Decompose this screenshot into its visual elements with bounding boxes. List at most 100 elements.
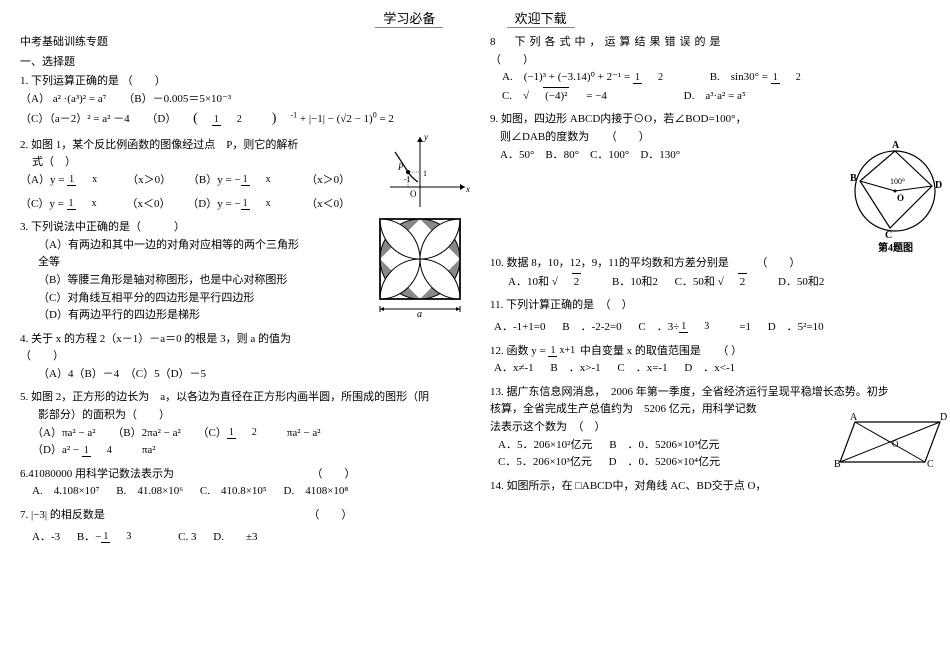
q13-opt-b: B ．0．5206×10³亿元 [609, 439, 719, 451]
question-9: 9. 如图，四边形 ABCD内接于⊙O，若∠BOD=100°， 则∠DAB的度数… [490, 111, 930, 164]
svg-text:x: x [465, 184, 470, 194]
q5-opt-b: （B）2πa² − a² [112, 427, 180, 439]
question-2: 2. 如图 1，某个反比例函数的图像经过点 P，则它的解析 式（ ） （A）y … [20, 137, 460, 213]
svg-text:C: C [885, 230, 892, 241]
q11-opt-b: B ．-2-2=0 [562, 321, 621, 333]
question-7: 7. |−3| 的相反数是 （ ） A．-3 B．−13 C. 3 D. ±3 [20, 507, 460, 546]
svg-text:B: B [834, 459, 841, 470]
right-column: 8 下列各式中，运算结果错误的是 （ ） A. (−1)³ + (−3.14)⁰… [490, 34, 930, 552]
q11-opt-a: A．-1+1=0 [494, 321, 546, 333]
q10-opt-c: C．50和 2 [675, 276, 762, 288]
q1-opt-d-pre: （D） [146, 113, 176, 125]
svg-text:A: A [850, 412, 858, 423]
svg-text:O: O [410, 189, 417, 199]
q7-opt-b: B．−13 [77, 531, 162, 543]
q13-opt-d: D ．0．5206×10⁴亿元 [609, 456, 720, 468]
q11-stem: 11. 下列计算正确的是 （ ） [490, 297, 930, 315]
q1-opt-b: （B）－0.005＝5×10⁻³ [123, 93, 231, 105]
header-left: 学习必备 [375, 8, 443, 28]
q6-opt-b: B. 41.08×10⁶ [116, 485, 183, 497]
svg-text:D: D [935, 180, 942, 191]
svg-text:D: D [940, 412, 947, 423]
svg-text:P: P [397, 162, 404, 172]
question-13: 13. 据广东信息网消息， 2006 年第一季度，全省经济运行呈现平稳增长态势。… [490, 384, 930, 472]
section-1-title: 一、选择题 [20, 54, 460, 72]
q12-opt-d: D ．x<-1 [684, 362, 735, 374]
q7-stem: 7. |−3| 的相反数是 （ ） [20, 507, 460, 525]
q14-stem: 14. 如图所示，在 □ABCD中，对角线 AC、BD交于点 O， [490, 478, 930, 496]
q11-opt-c: C ．3÷13=1 [638, 321, 751, 333]
q3-figure: a [370, 214, 470, 324]
svg-text:1: 1 [423, 169, 427, 178]
q13-figure: A D B C O [830, 412, 950, 472]
q8-opt-a: A. (−1)³ + (−3.14)⁰ + 2⁻¹ = 12 [502, 71, 693, 83]
question-5: 5. 如图 2，正方形的边长为 a，以各边为直径在正方形内画半圆，所围成的图形（… [20, 389, 460, 459]
q13-opt-c: C．5．206×10³亿元 [498, 456, 592, 468]
q5-opt-a: （A）πa² − a² [32, 427, 96, 439]
question-3: 3. 下列说法中正确的是（ ） （A）有两边和其中一边的对角对应相等的两个三角形… [20, 219, 460, 325]
q7-opt-d: D. ±3 [213, 531, 257, 543]
q6-opt-c: C. 410.8×10⁵ [200, 485, 267, 497]
q1-stem: 1. 下列运算正确的是 （ ） [20, 73, 460, 91]
q5-stem: 5. 如图 2，正方形的边长为 a，以各边为直径在正方形内画半圆，所围成的图形（… [20, 389, 460, 407]
q2-opt-c: （C）y = 1x（x＜0） [20, 198, 171, 210]
q4-stem: 4. 关于 x 的方程 2（x－1）－a＝0 的根是 3，则 a 的值为 [20, 331, 460, 349]
q10-opt-b: B．10和2 [612, 276, 658, 288]
svg-text:-1: -1 [404, 175, 411, 184]
question-8: 8 下列各式中，运算结果错误的是 （ ） A. (−1)³ + (−3.14)⁰… [490, 34, 930, 105]
svg-text:O: O [892, 439, 899, 449]
svg-text:第4题图: 第4题图 [878, 241, 913, 254]
q12-opt-c: C ．x=-1 [617, 362, 667, 374]
question-11: 11. 下列计算正确的是 （ ） A．-1+1=0 B ．-2-2=0 C ．3… [490, 297, 930, 336]
q6-stem: 6.41080000 用科学记数法表示为 （ ） [20, 466, 460, 484]
svg-text:a: a [417, 309, 422, 320]
q8-stem2: （ ） [490, 52, 930, 70]
q4-stem2: （ ） [20, 348, 460, 366]
svg-text:B: B [850, 173, 857, 184]
q12-opt-b: B ．x>-1 [550, 362, 600, 374]
q9-figure: A B C D O 100° 第4题图 [840, 136, 950, 256]
q10-opt-d: D．50和2 [778, 276, 824, 288]
svg-text:A: A [892, 140, 900, 151]
question-14: 14. 如图所示，在 □ABCD中，对角线 AC、BD交于点 O， [490, 478, 930, 496]
page-header: 学习必备 欢迎下载 [20, 8, 930, 28]
svg-text:y: y [423, 132, 428, 142]
svg-text:100°: 100° [890, 177, 905, 186]
question-10: 10. 数据 8，10，12，9，11的平均数和方差分别是 （ ） A．10和 … [490, 255, 930, 291]
q8-opt-b: B. sin30° = 12 [710, 71, 831, 83]
left-column: 中考基础训练专题 一、选择题 1. 下列运算正确的是 （ ） （A） a² ·(… [20, 34, 460, 552]
q13-stem: 13. 据广东信息网消息， 2006 年第一季度，全省经济运行呈现平稳增长态势。… [490, 384, 930, 402]
q2-graph: x y O P -1 1 [380, 132, 470, 212]
svg-text:O: O [897, 193, 904, 203]
q7-opt-c: C. 3 [178, 531, 196, 543]
q8-stem: 8 下列各式中，运算结果错误的是 [490, 34, 930, 52]
q1-opt-a: （A） a² ·(a³)² = a⁷ [20, 93, 107, 105]
q8-opt-c: C. (−4)² = −4 [502, 90, 607, 102]
q2-opt-d: （D）y = −1x （x＜0） [187, 198, 350, 210]
q9-stem: 9. 如图，四边形 ABCD内接于⊙O，若∠BOD=100°， [490, 111, 930, 129]
question-4: 4. 关于 x 的方程 2（x－1）－a＝0 的根是 3，则 a 的值为 （ ）… [20, 331, 460, 384]
q6-opt-d: D. 4108×10⁸ [284, 485, 349, 497]
q13-opt-a: A．5．206×10²亿元 [498, 439, 592, 451]
q6-opt-a: A. 4.108×10⁷ [32, 485, 99, 497]
svg-text:C: C [927, 459, 934, 470]
header-right: 欢迎下载 [507, 8, 575, 28]
q4-opts: （A）4（B）－4 （C）5（D）－5 [20, 366, 460, 384]
q2-opt-b: （B）y = −1x （x＞0） [188, 174, 350, 186]
q10-opt-a: A．10和 2 [508, 276, 595, 288]
q12-stem: 12. 函数 y = 1x+1 中自变量 x 的取值范围是 （ ） [490, 343, 930, 361]
q8-opt-d: D. a³·a² = a⁵ [684, 90, 746, 102]
q5-opt-d: （D）a² − 14πa² [32, 444, 156, 456]
q11-opt-d: D ．5²=10 [768, 321, 824, 333]
question-12: 12. 函数 y = 1x+1 中自变量 x 的取值范围是 （ ） A．x≠-1… [490, 343, 930, 378]
content-columns: 中考基础训练专题 一、选择题 1. 下列运算正确的是 （ ） （A） a² ·(… [20, 34, 930, 552]
question-6: 6.41080000 用科学记数法表示为 （ ） A. 4.108×10⁷ B.… [20, 466, 460, 501]
q10-stem: 10. 数据 8，10，12，9，11的平均数和方差分别是 （ ） [490, 255, 930, 273]
doc-title: 中考基础训练专题 [20, 34, 460, 52]
q7-opt-a: A．-3 [32, 531, 60, 543]
q5-opt-c: （C）12πa² − a² [198, 427, 321, 439]
q1-opt-c: （C）（a－2）² = a² －4 [20, 113, 130, 125]
q2-opt-a: （A）y = 1x（x＞0） [20, 174, 171, 186]
question-1: 1. 下列运算正确的是 （ ） （A） a² ·(a³)² = a⁷ （B）－0… [20, 73, 460, 131]
q12-opt-a: A．x≠-1 [494, 362, 534, 374]
